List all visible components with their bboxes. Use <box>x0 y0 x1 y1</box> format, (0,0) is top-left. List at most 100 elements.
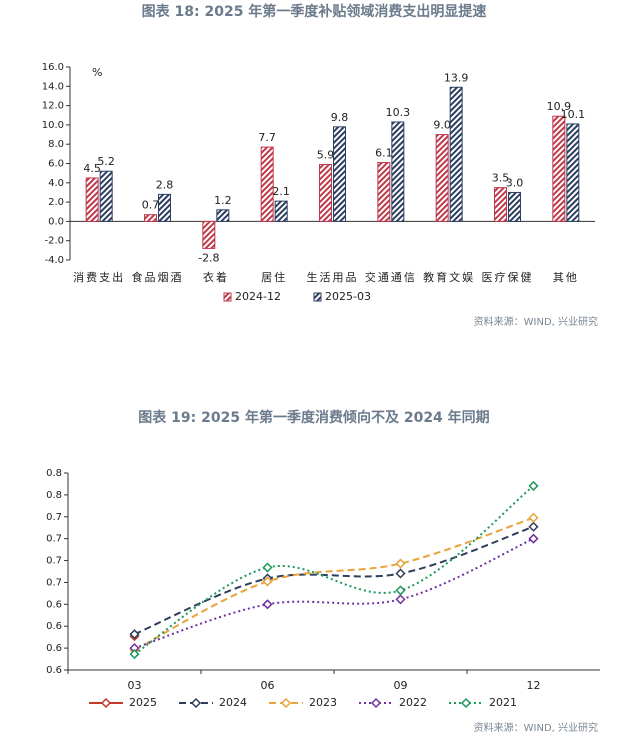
bar <box>319 163 332 222</box>
y-tick-label: 0.8 <box>46 490 62 501</box>
legend-swatch <box>313 292 322 302</box>
x-tick-label: 医疗保健 <box>482 270 534 284</box>
bar <box>494 187 507 222</box>
point <box>528 521 539 532</box>
bar <box>144 214 157 222</box>
data-label: 5.2 <box>97 155 115 168</box>
y-tick-label: 16.0 <box>42 62 64 73</box>
bar <box>508 191 521 222</box>
legend-label: 2025 <box>129 696 157 709</box>
line <box>134 525 534 636</box>
bar <box>202 220 216 249</box>
source: 资料来源：WIND, 兴业研究 <box>474 721 598 734</box>
x-tick-label: 03 <box>128 679 142 692</box>
y-tick-label: 4.0 <box>48 178 64 189</box>
legend-marker <box>280 697 292 709</box>
data-label: 3.0 <box>506 176 524 189</box>
chart-title: 图表 18: 2025 年第一季度补贴领域消费支出明显提速 <box>142 3 487 20</box>
line <box>133 485 535 655</box>
line <box>134 516 534 651</box>
data-label: -2.8 <box>198 251 219 264</box>
point <box>129 629 140 640</box>
bar <box>274 200 288 222</box>
data-label: 9.8 <box>331 111 349 124</box>
point <box>528 480 539 491</box>
y-tick-label: 0.6 <box>46 665 62 676</box>
y-tick-label: 0.7 <box>46 512 62 523</box>
data-label: 9.0 <box>433 119 451 132</box>
bar <box>216 209 230 222</box>
y-tick-label: 12.0 <box>42 101 64 112</box>
data-label: 2.8 <box>156 178 174 191</box>
point <box>395 594 406 605</box>
y-tick-label: 14.0 <box>42 81 64 92</box>
x-tick-label: 12 <box>527 679 541 692</box>
x-tick-label: 生活用品 <box>307 270 359 284</box>
point <box>129 649 140 660</box>
legend-label: 2022 <box>399 696 427 709</box>
point <box>528 533 539 544</box>
legend-label: 2024 <box>219 696 247 709</box>
y-tick-label: 0.0 <box>48 216 64 227</box>
bar <box>566 123 580 222</box>
data-label: 13.9 <box>444 71 469 84</box>
point <box>528 512 539 523</box>
point <box>262 562 273 573</box>
point <box>395 558 406 569</box>
bar <box>333 126 346 222</box>
legend-marker <box>100 697 112 709</box>
point <box>395 585 406 596</box>
x-tick-label: 食品烟酒 <box>132 270 184 284</box>
x-tick-label: 交通通信 <box>365 270 417 284</box>
chart-title: 图表 19: 2025 年第一季度消费倾向不及 2024 年同期 <box>138 409 489 426</box>
bar <box>435 134 449 222</box>
y-tick-label: 0.7 <box>46 556 62 567</box>
y-tick-label: 6.0 <box>48 159 64 170</box>
data-label: 1.2 <box>214 194 232 207</box>
legend-marker <box>370 697 382 709</box>
legend-label: 2021 <box>489 696 517 709</box>
legend-label: 2024-12 <box>235 290 281 303</box>
x-tick-label: 衣着 <box>203 270 229 284</box>
data-label: 4.5 <box>83 162 101 175</box>
source: 资料来源：WIND, 兴业研究 <box>474 315 598 328</box>
point <box>262 599 273 610</box>
y-tick-label: 0.7 <box>46 577 62 588</box>
data-label: 6.1 <box>375 147 393 160</box>
y-tick-label: 10.0 <box>42 120 64 131</box>
y-tick-label: -4.0 <box>44 255 64 266</box>
data-label: 3.5 <box>492 172 510 185</box>
x-tick-label: 居住 <box>261 270 287 284</box>
y-tick-label: 0.7 <box>46 534 62 545</box>
point <box>395 568 406 579</box>
bar <box>391 121 405 222</box>
legend-marker <box>190 697 202 709</box>
x-tick-label: 消费支出 <box>73 270 125 284</box>
y-tick-label: 0.6 <box>46 599 62 610</box>
y-tick-label: -2.0 <box>44 236 64 247</box>
legend-marker <box>460 697 472 709</box>
bar <box>377 162 391 222</box>
data-label: 0.7 <box>142 199 160 212</box>
data-label: 10.1 <box>561 108 586 121</box>
data-label: 5.9 <box>317 148 335 161</box>
line <box>134 537 534 650</box>
y-tick-label: 8.0 <box>48 139 64 150</box>
x-tick-label: 06 <box>261 679 275 692</box>
point <box>262 576 273 587</box>
y-tick-label: 2.0 <box>48 197 64 208</box>
data-label: 10.9 <box>547 100 572 113</box>
data-label: 2.1 <box>272 185 290 198</box>
legend-label: 2023 <box>309 696 337 709</box>
legend-swatch <box>223 292 232 302</box>
y-tick-label: 0.6 <box>46 643 62 654</box>
x-tick-label: 09 <box>394 679 408 692</box>
data-label: 10.3 <box>386 106 411 119</box>
bar <box>552 115 566 222</box>
bar <box>85 177 99 222</box>
legend-label: 2025-03 <box>325 290 371 303</box>
bar <box>158 193 171 222</box>
x-tick-label: 其他 <box>553 271 579 284</box>
data-label: 7.7 <box>258 131 276 144</box>
